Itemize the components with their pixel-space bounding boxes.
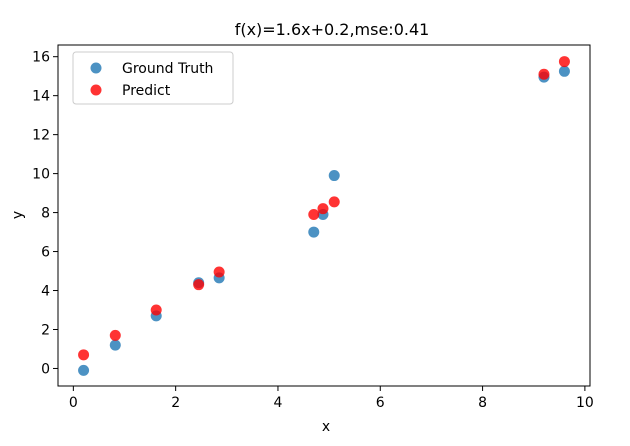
x-tick-label: 10 (576, 395, 594, 411)
y-tick-label: 16 (32, 50, 50, 66)
ground-truth-point (558, 65, 570, 77)
y-tick-label: 4 (41, 284, 50, 300)
y-axis-label: y (10, 211, 26, 219)
x-axis-ticks: 0 2 4 6 8 10 (69, 386, 594, 411)
legend-marker-predict (90, 84, 102, 96)
legend: Ground Truth Predict (72, 51, 234, 105)
ground-truth-point (328, 170, 340, 182)
predict-point (308, 209, 320, 221)
data-points (78, 56, 570, 376)
x-tick-label: 4 (274, 395, 283, 411)
predict-point (328, 196, 340, 208)
ground-truth-point (78, 364, 90, 376)
ground-truth-point (109, 339, 121, 351)
predict-point (213, 266, 225, 278)
x-tick-label: 8 (478, 395, 487, 411)
x-axis-label: x (322, 419, 330, 435)
chart-title: f(x)=1.6x+0.2,mse:0.41 (235, 20, 430, 39)
x-tick-label: 2 (171, 395, 180, 411)
y-axis-ticks: 0 2 4 6 8 10 12 14 16 (32, 50, 58, 377)
plot-frame (57, 44, 591, 387)
y-tick-label: 12 (32, 128, 50, 144)
predict-point (109, 329, 121, 341)
predict-point (317, 203, 329, 215)
x-tick-label: 6 (376, 395, 385, 411)
y-tick-label: 0 (41, 361, 50, 377)
predict-point (538, 68, 550, 80)
x-tick-label: 0 (69, 395, 78, 411)
legend-marker-ground-truth (90, 62, 102, 74)
predict-point (558, 56, 570, 68)
y-tick-label: 8 (41, 206, 50, 222)
y-tick-label: 14 (32, 89, 50, 105)
predict-point (193, 279, 205, 291)
legend-box (72, 51, 234, 105)
ground-truth-point (308, 226, 320, 238)
legend-label-predict: Predict (122, 83, 171, 99)
legend-label-ground-truth: Ground Truth (122, 61, 213, 77)
y-tick-label: 6 (41, 245, 50, 261)
predict-point (78, 349, 90, 361)
y-tick-label: 10 (32, 167, 50, 183)
y-tick-label: 2 (41, 322, 50, 338)
predict-point (150, 304, 162, 316)
